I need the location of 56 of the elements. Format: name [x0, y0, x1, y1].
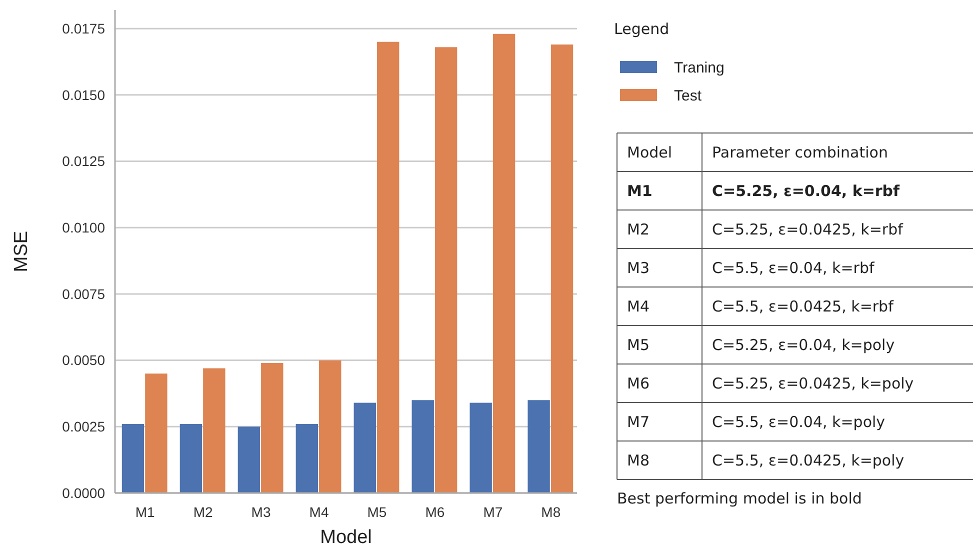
bar — [180, 424, 202, 493]
bar — [296, 424, 318, 493]
y-tick-label: 0.0000 — [62, 484, 106, 501]
bar — [319, 360, 342, 493]
bar — [550, 44, 574, 493]
text: M7 — [627, 413, 650, 431]
text: M3 — [627, 259, 650, 277]
x-tick-label: M8 — [541, 504, 561, 520]
bar — [122, 424, 144, 493]
bar — [145, 374, 168, 493]
x-tick-label: M1 — [135, 504, 156, 520]
text: C=5.25, ε=0.0425, k=poly — [712, 374, 914, 392]
bar — [528, 400, 550, 493]
bar — [238, 426, 260, 493]
text: Parameter combination — [712, 144, 888, 162]
text: C=5.25, ε=0.04, k=rbf — [712, 182, 900, 200]
x-tick-label: M7 — [483, 504, 503, 520]
bar — [203, 368, 226, 493]
bar — [354, 402, 376, 493]
legend-title: Legend — [614, 20, 670, 38]
text: M8 — [627, 452, 650, 470]
bar — [376, 42, 400, 493]
text: M5 — [627, 336, 650, 354]
legend-label: Traning — [674, 59, 724, 76]
text: M4 — [627, 298, 650, 316]
text: C=5.5, ε=0.0425, k=poly — [712, 452, 904, 470]
text: C=5.25, ε=0.04, k=poly — [712, 336, 895, 354]
y-tick-label: 0.0175 — [62, 20, 106, 36]
x-tick-label: M3 — [251, 504, 271, 520]
y-tick-label: 0.0125 — [62, 153, 106, 170]
x-tick-label: M6 — [425, 504, 445, 520]
x-axis-title: Model — [320, 527, 372, 548]
y-tick-label: 0.0100 — [62, 220, 106, 236]
x-tick-label: M4 — [309, 504, 329, 520]
bar — [492, 34, 516, 493]
text: C=5.25, ε=0.0425, k=rbf — [712, 220, 904, 238]
y-tick-label: 0.0025 — [62, 418, 106, 435]
text: C=5.5, ε=0.04, k=poly — [712, 413, 886, 431]
text: Model — [627, 144, 672, 162]
text: C=5.5, ε=0.0425, k=rbf — [712, 298, 894, 316]
text: M1 — [627, 182, 652, 200]
y-axis-title: MSE — [11, 230, 32, 272]
text: M6 — [627, 374, 650, 392]
x-tick-label: M5 — [367, 504, 387, 520]
bar — [412, 400, 434, 493]
bar — [470, 402, 492, 493]
bar — [434, 47, 458, 493]
legend-label: Test — [674, 87, 702, 104]
text: C=5.5, ε=0.04, k=rbf — [712, 259, 875, 277]
bar — [261, 362, 284, 493]
y-tick-label: 0.0150 — [62, 86, 106, 103]
x-tick-label: M2 — [193, 504, 213, 520]
y-tick-label: 0.0075 — [62, 286, 106, 302]
y-tick-label: 0.0050 — [62, 352, 106, 368]
text: M2 — [627, 220, 650, 238]
text: Best performing model is in bold — [617, 490, 862, 508]
